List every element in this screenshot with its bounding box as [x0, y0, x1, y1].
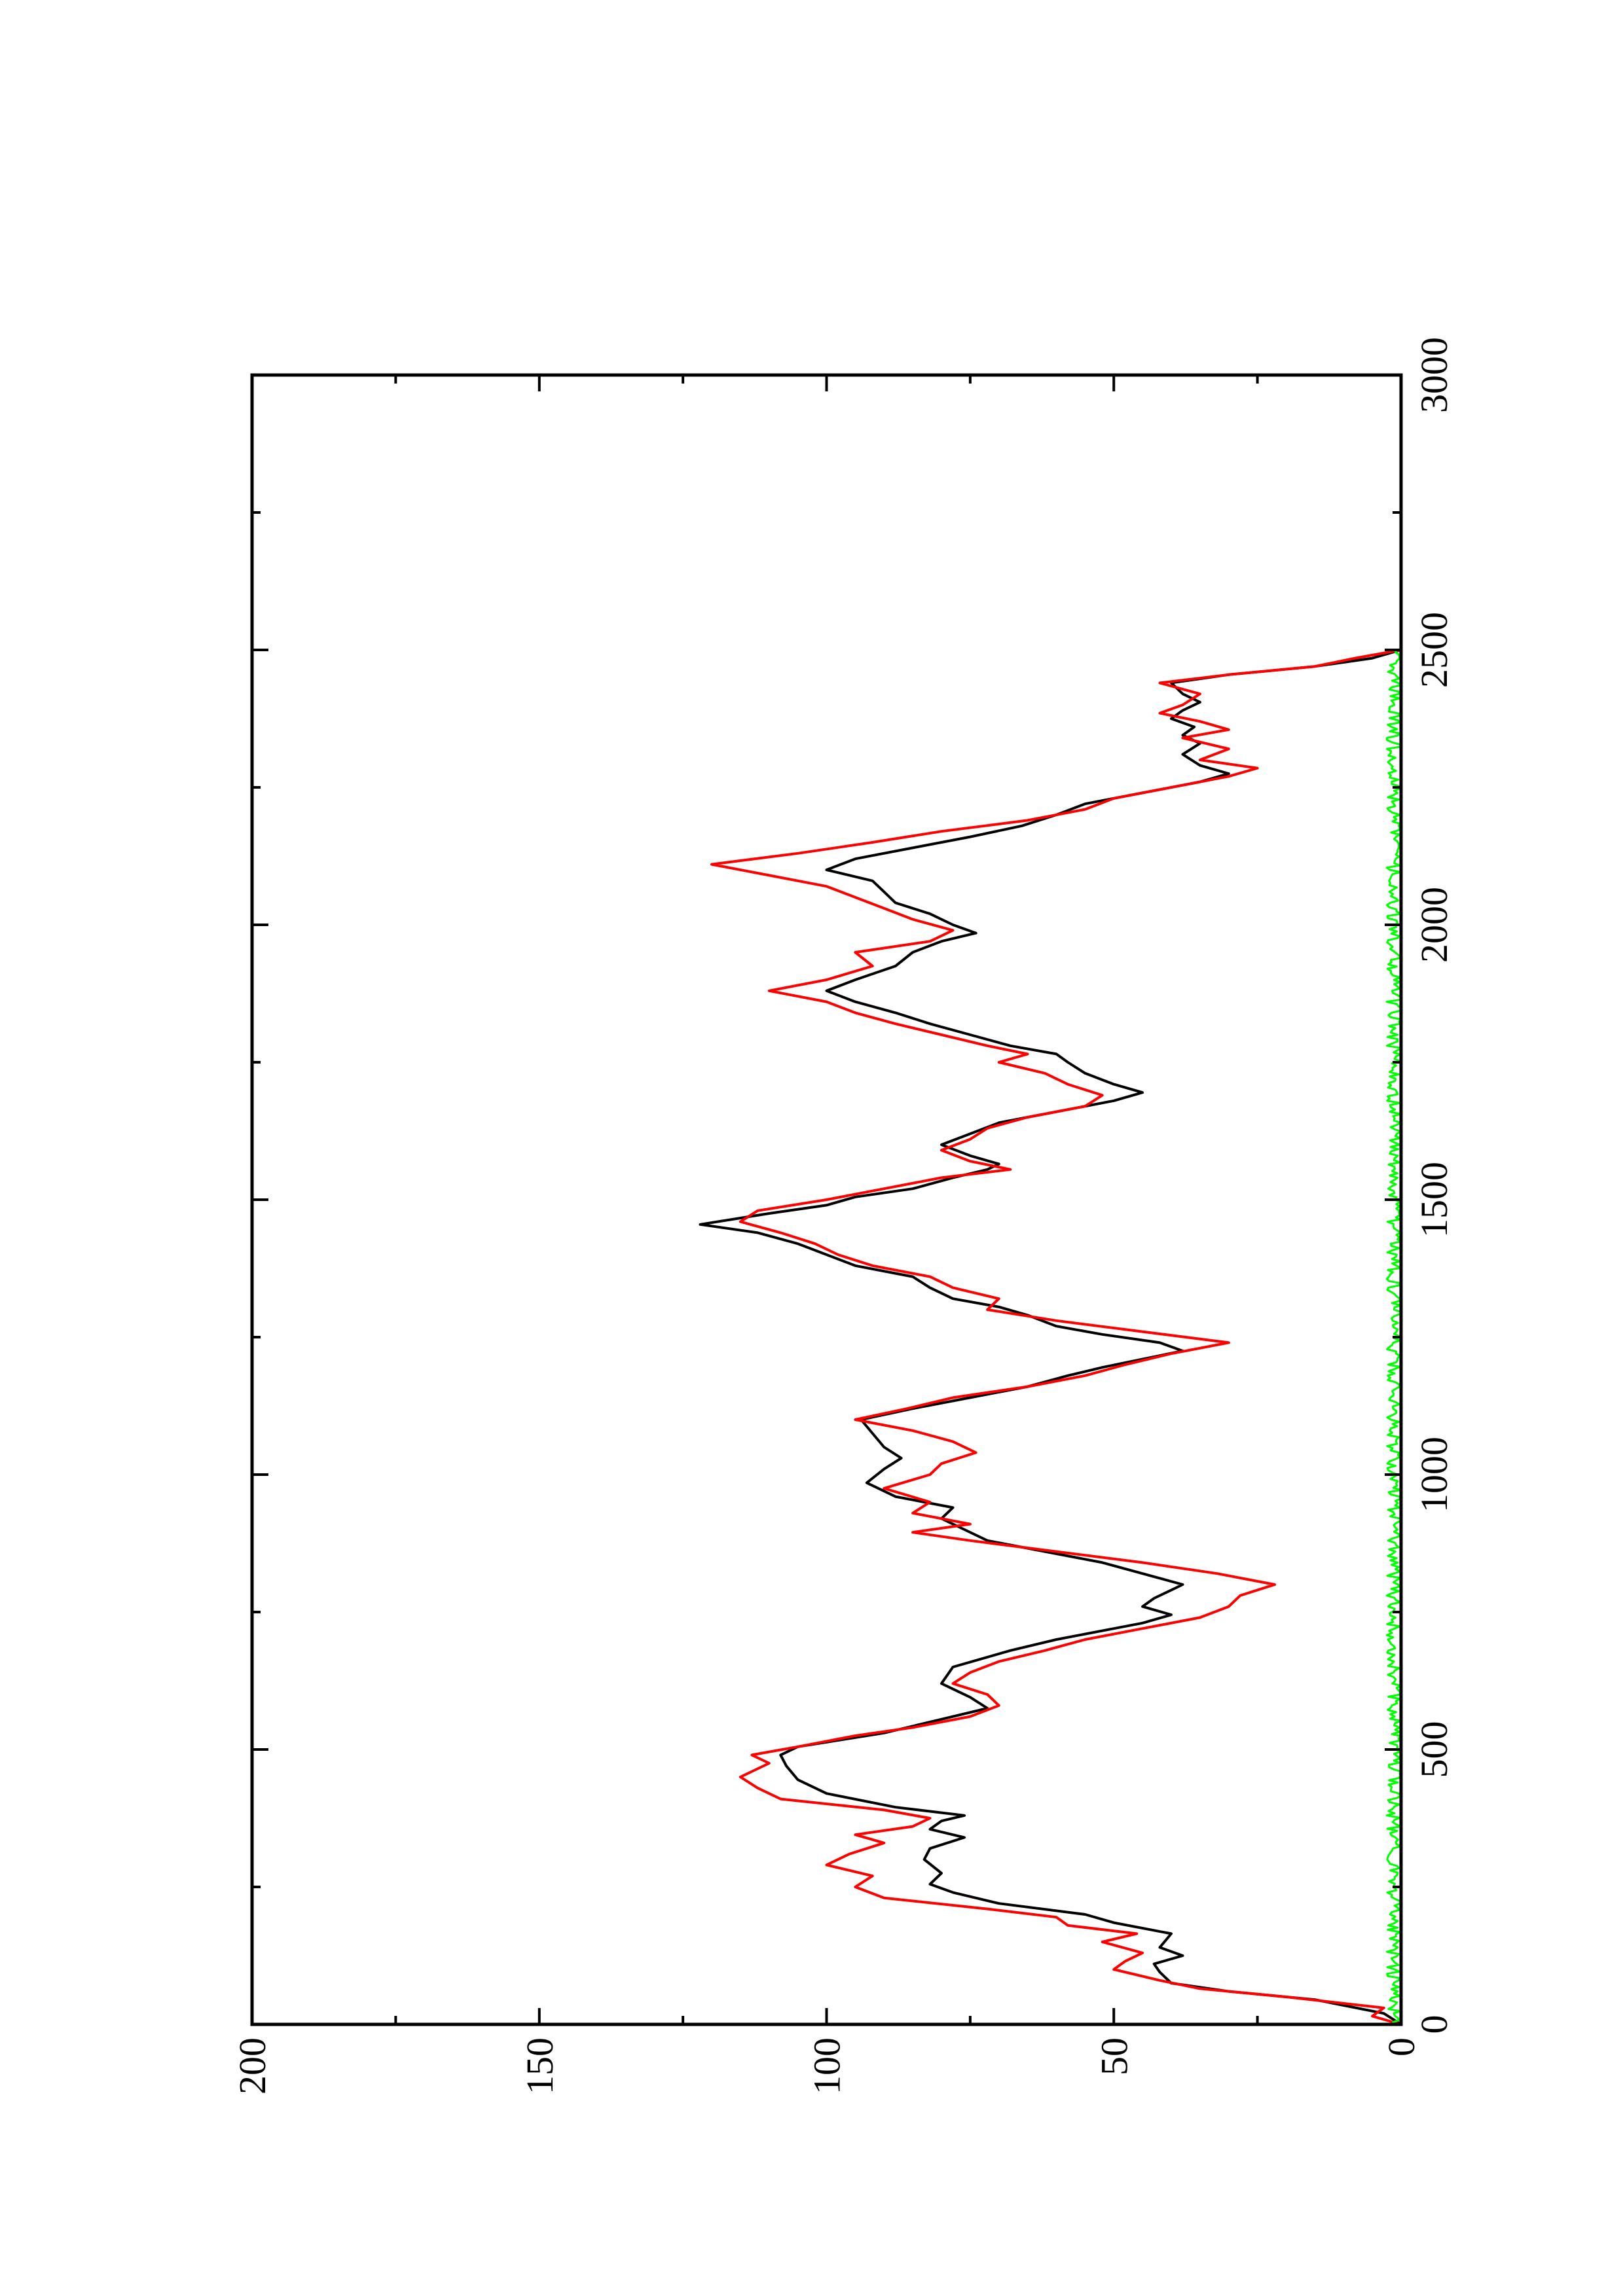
x-tick-label: 0: [1413, 2015, 1455, 2034]
plot-series: [699, 649, 1402, 2026]
y-tick-label: 100: [806, 2037, 848, 2094]
x-tick-label: 3000: [1413, 337, 1455, 413]
axis-tick-labels: 0 500 1000 1500 2000 2500 3000 0 50 100 150 200: [231, 337, 1455, 2094]
series-line-1: [699, 649, 1402, 2026]
x-tick-label: 2500: [1413, 612, 1455, 688]
y-tick-label: 200: [231, 2037, 274, 2094]
x-tick-label: 2000: [1413, 887, 1455, 963]
y-tick-label: 0: [1380, 2037, 1423, 2056]
x-tick-label: 1500: [1413, 1162, 1455, 1238]
x-tick-label: 500: [1413, 1721, 1455, 1778]
y-tick-label: 150: [519, 2037, 561, 2094]
y-tick-label: 50: [1093, 2037, 1135, 2075]
axis-ticks: [251, 374, 1402, 2026]
x-tick-label: 1000: [1413, 1437, 1455, 1513]
rotated-plot-group: 0 500 1000 1500 2000 2500 3000 0 50 100 150 200: [231, 337, 1455, 2094]
series-line-2: [710, 649, 1402, 2026]
